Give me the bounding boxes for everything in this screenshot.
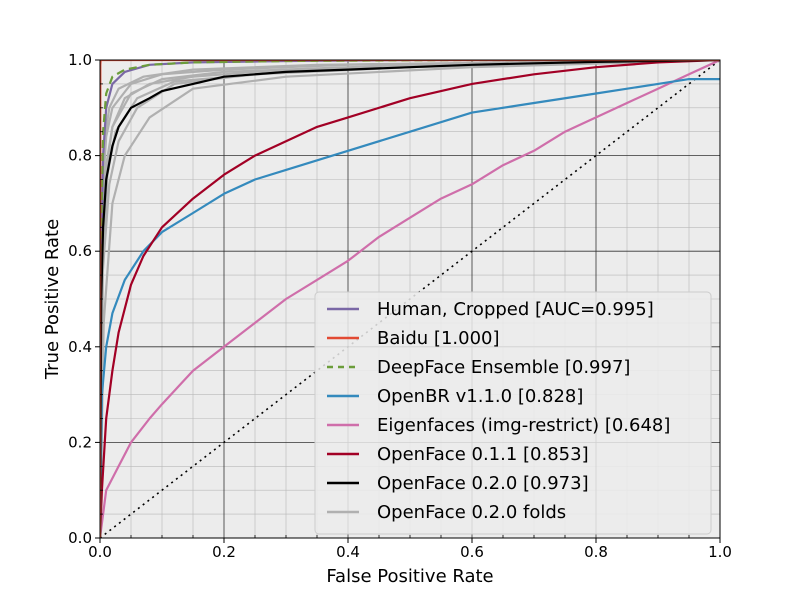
legend-label: OpenBR v1.1.0 [0.828] — [377, 386, 583, 407]
x-axis-label: False Positive Rate — [326, 566, 493, 587]
y-tick-label: 0.6 — [68, 242, 92, 260]
fold-line-4 — [100, 60, 720, 538]
legend-label: Baidu [1.000] — [377, 328, 500, 349]
series-line-eigenfaces-4 — [100, 60, 720, 538]
series-line-openface-6 — [100, 60, 720, 538]
y-tick-label: 0.2 — [68, 433, 92, 451]
series-line-openbr-3 — [100, 78, 720, 538]
x-tick-label: 0.4 — [336, 543, 360, 561]
legend-label: OpenFace 0.2.0 folds — [377, 502, 566, 523]
legend-label: Human, Cropped [AUC=0.995] — [377, 299, 654, 320]
legend: Human, Cropped [AUC=0.995] Baidu [1.000] D… — [314, 291, 712, 535]
x-tick-label: 0.6 — [460, 543, 484, 561]
y-tick-label: 0.0 — [68, 529, 92, 547]
legend-label: Eigenfaces (img-restrict) [0.648] — [377, 415, 670, 436]
x-tick-label: 0.0 — [88, 543, 112, 561]
y-tick-label: 0.4 — [68, 338, 92, 356]
ticks: 0.0 0.2 0.4 0.6 0.8 1.0 0.0 0.2 0.4 0.6 0.8 1.0 — [68, 51, 732, 561]
x-tick-label: 0.8 — [584, 543, 608, 561]
y-tick-label: 0.8 — [68, 147, 92, 165]
y-axis-label: True Positive Rate — [42, 219, 63, 380]
series-line-openface-5 — [100, 60, 720, 538]
legend-box — [314, 291, 712, 535]
x-tick-label: 1.0 — [708, 543, 732, 561]
legend-label: DeepFace Ensemble [0.997] — [377, 357, 630, 378]
legend-label: OpenFace 0.1.1 [0.853] — [377, 444, 589, 465]
legend-label: OpenFace 0.2.0 [0.973] — [377, 473, 589, 494]
x-tick-label: 0.2 — [212, 543, 236, 561]
y-tick-label: 1.0 — [68, 51, 92, 69]
